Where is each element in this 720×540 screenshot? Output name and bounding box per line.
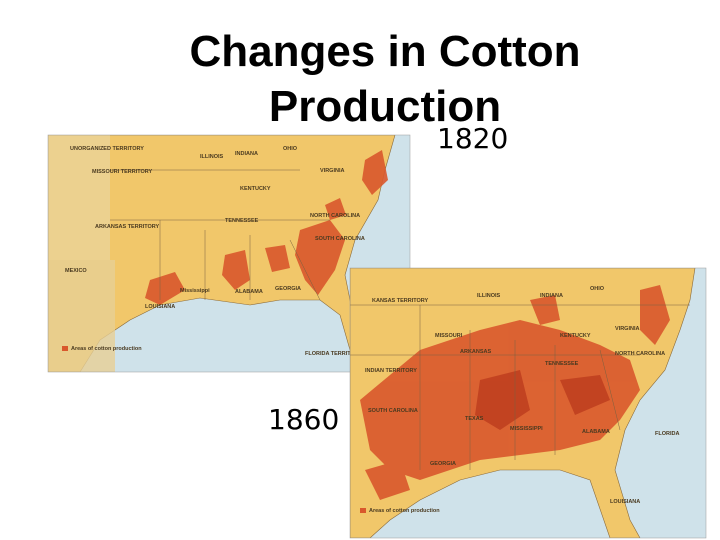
title-line: Production xyxy=(268,82,502,131)
title-line: Changes in Cotton xyxy=(189,27,581,76)
place-label: MISSOURI TERRITORY xyxy=(92,169,153,175)
place-label: LOUISIANA xyxy=(610,499,640,505)
place-label: INDIAN TERRITORY xyxy=(365,368,417,374)
place-label: Mississippi xyxy=(180,288,210,294)
place-label: MISSISSIPPI xyxy=(510,426,543,432)
place-label: ALABAMA xyxy=(582,429,610,435)
place-label: OHIO xyxy=(590,286,605,292)
place-label: ARKANSAS xyxy=(460,349,492,355)
place-label: GEORGIA xyxy=(430,461,456,467)
legend-swatch xyxy=(62,346,68,351)
place-label: ARKANSAS TERRITORY xyxy=(95,224,160,230)
place-label: OHIO xyxy=(283,146,298,152)
place-label: NORTH CAROLINA xyxy=(615,351,665,357)
place-label: ALABAMA xyxy=(235,289,263,295)
legend-label: Areas of cotton production xyxy=(369,508,440,514)
year-label: 1820 xyxy=(437,122,509,155)
place-label: UNORGANIZED TERRITORY xyxy=(70,146,144,152)
place-label: KANSAS TERRITORY xyxy=(372,298,429,304)
place-label: TEXAS xyxy=(465,416,484,422)
year-label: 1860 xyxy=(268,403,340,436)
place-label: ATLANTIC OCEAN xyxy=(0,0,49,2)
place-label: FLORIDA TERRITORY xyxy=(305,351,363,357)
place-label: SOUTH CAROLINA xyxy=(368,408,418,414)
place-label: LOUISIANA xyxy=(145,304,175,310)
place-label: VIRGINIA xyxy=(320,168,344,174)
place-label: GEORGIA xyxy=(275,286,301,292)
place-label: VIRGINIA xyxy=(615,326,639,332)
place-label: ILLINOIS xyxy=(200,154,224,160)
legend-label: Areas of cotton production xyxy=(71,346,142,352)
place-label: SOUTH CAROLINA xyxy=(315,236,365,242)
place-label: KENTUCKY xyxy=(560,333,591,339)
place-label: MISSOURI xyxy=(435,333,463,339)
place-label: FLORIDA xyxy=(655,431,679,437)
place-label: KENTUCKY xyxy=(240,186,271,192)
legend-swatch xyxy=(360,508,366,513)
place-label: TENNESSEE xyxy=(225,218,259,224)
place-label: INDIANA xyxy=(235,151,258,157)
place-label: INDIANA xyxy=(540,293,563,299)
map-1860 xyxy=(350,268,706,538)
place-label: TENNESSEE xyxy=(545,361,579,367)
place-label: ILLINOIS xyxy=(477,293,501,299)
map-1820 xyxy=(48,135,410,372)
place-label: MEXICO xyxy=(65,268,87,274)
place-label: NORTH CAROLINA xyxy=(310,213,360,219)
